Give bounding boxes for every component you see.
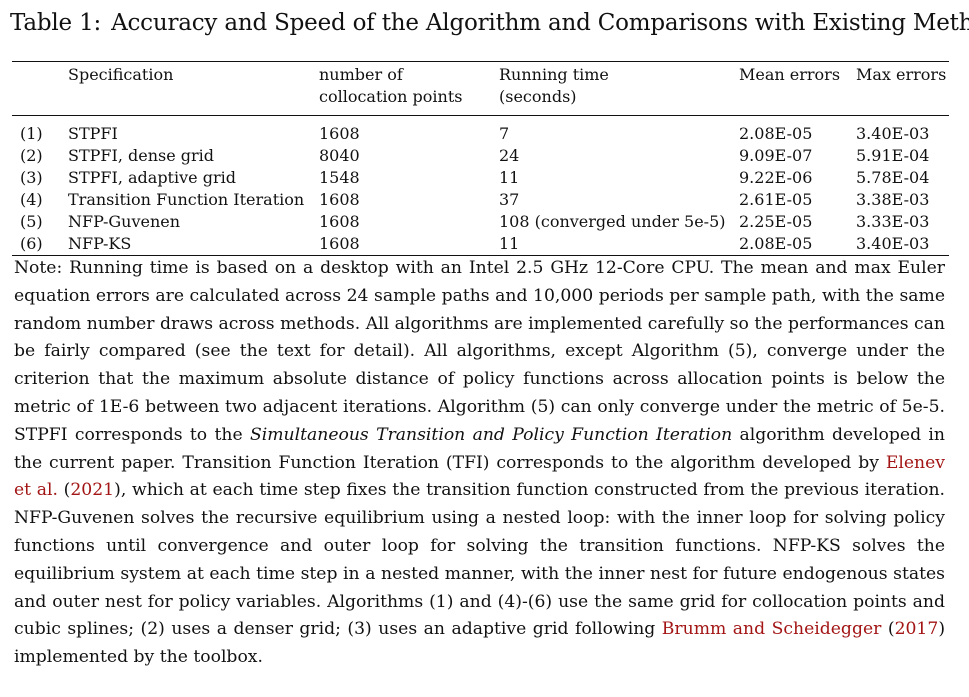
citation-elenev-year[interactable]: 2021 [70, 480, 115, 501]
table-header-rule [12, 115, 949, 116]
caption-title: Accuracy and Speed of the Algorithm and … [111, 10, 969, 36]
row-points: 1608 [319, 124, 360, 143]
header-time-line2: (seconds) [499, 87, 577, 106]
row-specification: STPFI, adaptive grid [68, 168, 236, 187]
row-number: (6) [20, 234, 43, 253]
table-top-rule [12, 61, 949, 62]
row-number: (1) [20, 124, 43, 143]
row-running-time: 37 [499, 190, 520, 209]
header-points-line2: collocation points [319, 87, 463, 106]
row-running-time: 108 (converged under 5e-5) [499, 212, 726, 231]
row-specification: STPFI, dense grid [68, 146, 215, 165]
header-collocation-points: number of collocation points [319, 64, 499, 118]
row-mean-error: 2.08E-05 [739, 234, 813, 253]
row-running-time: 11 [499, 234, 520, 253]
row-mean-error: 2.61E-05 [739, 190, 813, 209]
row-running-time: 11 [499, 168, 520, 187]
note-text-1: Note: Running time is based on a desktop… [14, 258, 945, 445]
row-max-error: 3.40E-03 [856, 234, 930, 253]
table-note: Note: Running time is based on a desktop… [14, 255, 945, 672]
citation-brumm-year[interactable]: 2017 [894, 619, 939, 640]
row-specification: STPFI [68, 124, 118, 143]
row-mean-error: 2.08E-05 [739, 124, 813, 143]
table-bottom-rule [12, 255, 949, 256]
table-header-row: Specification number of collocation poin… [12, 64, 949, 118]
row-number: (3) [20, 168, 43, 187]
header-running-time: Running time (seconds) [499, 64, 739, 118]
header-mean-errors: Mean errors [739, 65, 841, 84]
table-row: (1) STPFI 1608 7 2.08E-05 3.40E-03 [12, 118, 949, 145]
caption-label: Table 1: [10, 10, 102, 36]
table-caption: Table 1: Accuracy and Speed of the Algori… [10, 10, 969, 36]
citation-open-paren: ( [57, 480, 71, 501]
row-max-error: 5.78E-04 [856, 168, 930, 187]
row-mean-error: 9.22E-06 [739, 168, 813, 187]
row-points: 1608 [319, 212, 360, 231]
table-row: (2) STPFI, dense grid 8040 24 9.09E-07 5… [12, 145, 949, 167]
results-table: Specification number of collocation poin… [12, 64, 949, 255]
citation-open-paren: ( [881, 619, 895, 640]
row-mean-error: 9.09E-07 [739, 146, 813, 165]
table-row: (6) NFP-KS 1608 11 2.08E-05 3.40E-03 [12, 233, 949, 255]
row-max-error: 5.91E-04 [856, 146, 930, 165]
citation-brumm-author[interactable]: Brumm and Scheidegger [661, 619, 882, 640]
note-method-name: Simultaneous Transition and Policy Funct… [249, 424, 733, 445]
row-number: (2) [20, 146, 43, 165]
header-points-line1: number of [319, 65, 403, 84]
row-specification: NFP-Guvenen [68, 212, 181, 231]
row-max-error: 3.40E-03 [856, 124, 930, 143]
row-number: (5) [20, 212, 43, 231]
row-points: 1608 [319, 190, 360, 209]
header-max-errors: Max errors [856, 65, 947, 84]
row-points: 1548 [319, 168, 360, 187]
table-row: (3) STPFI, adaptive grid 1548 11 9.22E-0… [12, 167, 949, 189]
row-number: (4) [20, 190, 43, 209]
row-specification: NFP-KS [68, 234, 132, 253]
header-specification: Specification [68, 65, 174, 84]
row-points: 8040 [319, 146, 360, 165]
row-max-error: 3.38E-03 [856, 190, 930, 209]
note-text-3: ), which at each time step fixes the tra… [14, 480, 946, 640]
row-running-time: 7 [499, 124, 510, 143]
table-row: (4) Transition Function Iteration 1608 3… [12, 189, 949, 211]
table-row: (5) NFP-Guvenen 1608 108 (converged unde… [12, 211, 949, 233]
note-text-2: algorithm developed in the current paper… [14, 424, 945, 473]
header-number [12, 64, 68, 118]
note-text-4: ) implemented by the toolbox. [14, 619, 946, 668]
row-mean-error: 2.25E-05 [739, 212, 813, 231]
row-specification: Transition Function Iteration [68, 190, 305, 209]
row-points: 1608 [319, 234, 360, 253]
header-time-line1: Running time [499, 65, 609, 84]
citation-elenev-author[interactable]: Elenev et al. [14, 452, 945, 501]
row-running-time: 24 [499, 146, 520, 165]
row-max-error: 3.33E-03 [856, 212, 930, 231]
